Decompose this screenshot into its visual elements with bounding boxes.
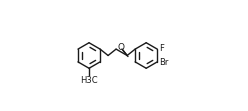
Text: Br: Br — [159, 58, 169, 67]
Text: F: F — [159, 44, 164, 53]
Text: H3C: H3C — [80, 76, 98, 85]
Text: O: O — [117, 43, 124, 52]
